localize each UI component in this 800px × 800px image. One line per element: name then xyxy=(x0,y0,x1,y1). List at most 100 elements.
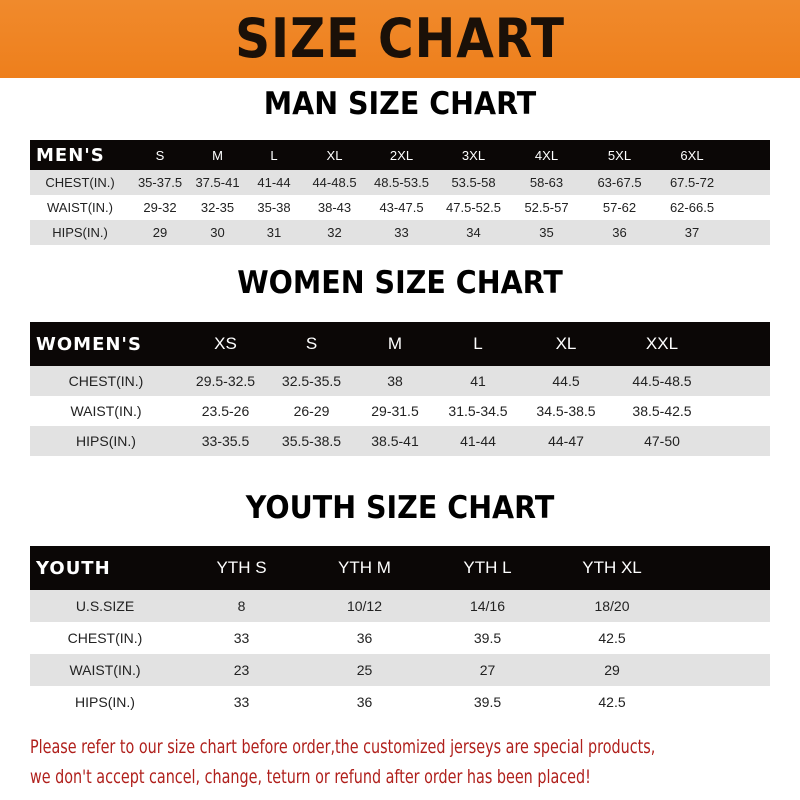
table-cell: 41-44 xyxy=(460,433,496,449)
table-cell: 41 xyxy=(470,373,486,389)
table-cell: 23.5-26 xyxy=(201,403,250,419)
table-cell: 57-62 xyxy=(602,200,637,215)
table-cell: 38.5-41 xyxy=(371,433,419,449)
table-cell: 33 xyxy=(233,630,250,646)
row-label: HIPS(IN.) xyxy=(75,694,135,710)
banner: SIZE CHART xyxy=(0,0,800,78)
table-cell: 67.5-72 xyxy=(669,175,715,190)
men-size-table: MEN'S S M L XL 2XL 3XL 4XL 5XL 6XL CHEST(IN.) 35-37… xyxy=(30,140,770,245)
table-cell: M xyxy=(212,147,223,163)
table-cell: 36 xyxy=(356,694,373,710)
table-cell: 63-67.5 xyxy=(597,175,642,190)
table-cell: 23 xyxy=(233,662,250,678)
table-cell: 42.5 xyxy=(598,630,626,646)
table-cell: 34 xyxy=(466,225,481,240)
table-row: HIPS(IN.) 33-35.5 35.5-38.5 38.5-41 41-44 44-… xyxy=(30,426,770,456)
table-cell: YTH L xyxy=(463,558,512,577)
table-cell: 10/12 xyxy=(346,598,383,614)
table-cell: 27 xyxy=(479,662,496,678)
table-cell: 29-31.5 xyxy=(371,403,419,419)
table-cell: 29 xyxy=(152,225,168,240)
table-cell: 6XL xyxy=(680,147,704,163)
table-cell: 26-29 xyxy=(293,403,330,419)
table-cell: 58-63 xyxy=(529,175,564,190)
table-cell: 41-44 xyxy=(257,175,291,190)
table-header-row: MEN'S S M L XL 2XL 3XL 4XL 5XL 6XL xyxy=(30,140,770,170)
table-cell: 30 xyxy=(210,225,225,240)
table-cell: 3XL xyxy=(461,147,486,163)
table-cell: 5XL xyxy=(607,147,632,163)
table-cell: 8 xyxy=(237,598,246,614)
table-cell: 31 xyxy=(266,225,282,240)
row-label: MEN'S xyxy=(36,144,105,166)
row-label: YOUTH xyxy=(36,557,111,579)
table-cell: 31.5-34.5 xyxy=(448,403,508,419)
table-cell: 4XL xyxy=(534,147,559,163)
table-cell: L xyxy=(270,147,278,163)
table-cell: 33-35.5 xyxy=(201,433,250,449)
table-header-row: YOUTH YTH S YTH M YTH L YTH XL xyxy=(30,546,770,590)
table-row: WAIST(IN.) 23.5-26 26-29 29-31.5 31.5-34.5 34… xyxy=(30,396,770,426)
table-cell: 38.5-42.5 xyxy=(632,403,692,419)
women-size-table: WOMEN'S XS S M L XL XXL CHEST(IN.) 29.5-32.5 32.5… xyxy=(30,322,770,456)
table-cell: 44.5-48.5 xyxy=(632,373,692,389)
youth-section-title: YOUTH SIZE CHART xyxy=(245,490,555,526)
table-cell: XL xyxy=(555,334,577,353)
table-cell: 34.5-38.5 xyxy=(536,403,596,419)
table-row: WAIST(IN.) 29-32 32-35 35-38 38-43 43-47.5 47.… xyxy=(30,195,770,220)
table-cell: 39.5 xyxy=(473,694,502,710)
notice-line-2: we don't accept cancel, change, teturn o… xyxy=(30,766,591,788)
table-cell: 25 xyxy=(356,662,373,678)
table-cell: 48.5-53.5 xyxy=(374,175,429,190)
table-cell: YTH XL xyxy=(582,558,642,577)
table-cell: 36 xyxy=(356,630,373,646)
row-label: CHEST(IN.) xyxy=(68,373,144,389)
table-cell: 29-32 xyxy=(143,200,177,215)
row-label: HIPS(IN.) xyxy=(52,225,108,240)
table-cell: 35-38 xyxy=(257,200,291,215)
men-section-title: MAN SIZE CHART xyxy=(263,86,537,122)
table-cell: 32.5-35.5 xyxy=(281,373,342,389)
table-cell: 44-47 xyxy=(548,433,584,449)
table-row: WAIST(IN.) 23 25 27 29 xyxy=(30,654,770,686)
row-label: CHEST(IN.) xyxy=(67,630,143,646)
table-cell: XS xyxy=(214,334,237,353)
table-cell: 53.5-58 xyxy=(451,175,496,190)
table-cell: 35 xyxy=(539,225,554,240)
row-label: CHEST(IN.) xyxy=(45,175,115,190)
table-row: CHEST(IN.) 29.5-32.5 32.5-35.5 38 41 44.5 44.5… xyxy=(30,366,770,396)
table-cell: 42.5 xyxy=(598,694,626,710)
table-cell: S xyxy=(155,147,165,163)
row-label: WAIST(IN.) xyxy=(69,662,141,678)
table-cell: L xyxy=(473,334,483,353)
table-cell: 14/16 xyxy=(469,598,506,614)
table-row: U.S.SIZE 8 10/12 14/16 18/20 xyxy=(30,590,770,622)
table-cell: YTH M xyxy=(338,558,391,577)
table-cell: 2XL xyxy=(389,147,414,163)
table-cell: YTH S xyxy=(216,558,267,577)
table-cell: 33 xyxy=(394,225,409,240)
table-cell: 52.5-57 xyxy=(524,200,569,215)
table-cell: 44.5 xyxy=(552,373,580,389)
table-cell: 29 xyxy=(604,662,620,678)
row-label: HIPS(IN.) xyxy=(76,433,136,449)
table-row: HIPS(IN.) 33 36 39.5 42.5 xyxy=(30,686,770,718)
table-cell: 37 xyxy=(684,225,700,240)
table-row: CHEST(IN.) 33 36 39.5 42.5 xyxy=(30,622,770,654)
table-cell: 32-35 xyxy=(200,200,235,215)
table-cell: XL xyxy=(326,147,343,163)
table-cell: 39.5 xyxy=(473,630,502,646)
table-cell: 36 xyxy=(612,225,627,240)
table-cell: 33 xyxy=(233,694,250,710)
table-cell: 35-37.5 xyxy=(137,175,183,190)
table-cell: 18/20 xyxy=(594,598,630,614)
row-label: U.S.SIZE xyxy=(75,598,135,614)
notice-line-1: Please refer to our size chart before or… xyxy=(30,736,656,758)
table-cell: 32 xyxy=(327,225,342,240)
table-cell: 47.5-52.5 xyxy=(446,200,501,215)
row-label: WAIST(IN.) xyxy=(47,200,113,215)
table-cell: 44-48.5 xyxy=(312,175,357,190)
table-cell: 35.5-38.5 xyxy=(281,433,342,449)
table-cell: M xyxy=(387,334,403,353)
table-row: CHEST(IN.) 35-37.5 37.5-41 41-44 44-48.5 48.5… xyxy=(30,170,770,195)
